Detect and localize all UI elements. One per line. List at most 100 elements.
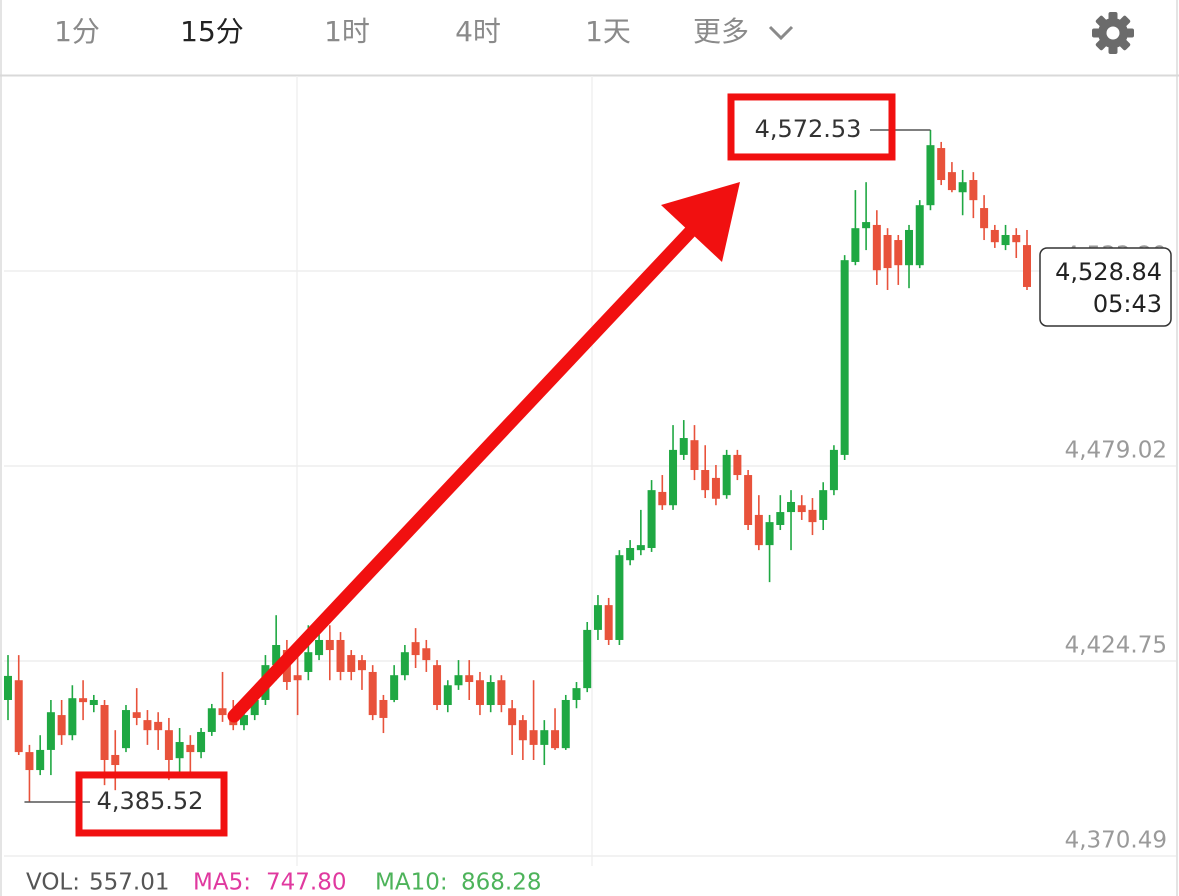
candle-body: [787, 501, 796, 513]
tab-more[interactable]: 更多: [693, 15, 749, 48]
candle-body: [36, 749, 45, 771]
y-tick-label: 4,479.02: [1065, 437, 1167, 463]
candle-body: [164, 730, 173, 760]
candle-body: [46, 712, 55, 750]
candle-body: [89, 699, 98, 706]
candle-body: [454, 675, 463, 686]
candle-body: [872, 224, 881, 271]
candle-body: [239, 715, 248, 726]
candle-body: [368, 671, 377, 716]
candle-body: [390, 675, 399, 700]
candle-body: [508, 708, 517, 726]
tab[interactable]: 4时: [455, 15, 501, 48]
candle-body: [529, 730, 538, 745]
candle-body: [711, 477, 720, 499]
candle-body: [980, 208, 989, 229]
more-chevron[interactable]: [768, 25, 794, 41]
candle-body: [497, 680, 506, 706]
candle-body: [218, 708, 227, 716]
candle-body: [4, 675, 12, 700]
candle-body: [626, 547, 635, 561]
candle-body: [186, 744, 195, 753]
candles: [4, 129, 1031, 802]
candle-body: [272, 645, 281, 666]
candle-body: [744, 475, 753, 525]
candle-body: [132, 712, 141, 718]
candle-body: [422, 648, 431, 661]
candle-body: [465, 675, 474, 683]
candle-body: [990, 229, 999, 243]
candle-body: [658, 491, 667, 506]
candle-body: [604, 605, 613, 640]
candle-body: [475, 680, 484, 706]
candle-body: [765, 522, 774, 546]
indicator-name: VOL:: [26, 870, 80, 896]
indicator-name: MA10:: [375, 870, 448, 896]
candle-body: [293, 675, 302, 681]
candle-body: [57, 715, 66, 736]
candle-body: [143, 720, 152, 731]
candle-body: [347, 655, 356, 672]
tab[interactable]: 1分: [54, 15, 100, 48]
candle-body: [197, 731, 206, 753]
candle-body: [808, 509, 817, 523]
candle-body: [851, 228, 860, 262]
indicator-value: 868.28: [461, 870, 541, 896]
price-tag-box: [1039, 247, 1172, 327]
candle-body: [926, 145, 935, 206]
y-tick-label: 4,424.75: [1065, 632, 1167, 658]
candle-body: [690, 440, 699, 471]
candle-body: [100, 705, 109, 760]
candle-body: [175, 742, 184, 759]
indicator-value: 747.80: [266, 870, 346, 896]
y-tick-label: 4,370.49: [1065, 827, 1167, 853]
candle-body: [111, 754, 120, 766]
candle-body: [905, 229, 914, 266]
candle-body: [561, 699, 570, 749]
candle-body: [68, 698, 77, 736]
candle-body: [754, 514, 763, 546]
candle-body: [518, 720, 527, 741]
price-tag-time: 05:43: [1093, 290, 1162, 318]
candle-body: [250, 699, 259, 716]
candle-body: [325, 639, 334, 651]
candle-body: [894, 240, 903, 266]
candle-body: [1012, 235, 1021, 243]
candle-body: [669, 449, 678, 506]
candle-body: [958, 182, 967, 193]
indicator-value: 557.01: [89, 870, 169, 896]
price-tag-price: 4,528.84: [1055, 258, 1162, 286]
indicator-name: MA5:: [193, 870, 251, 896]
candle-body: [572, 688, 581, 700]
settings-icon[interactable]: [1092, 12, 1134, 54]
candle-body: [722, 454, 731, 496]
candle-body: [883, 235, 892, 269]
candle-body: [486, 682, 495, 706]
tab[interactable]: 1天: [585, 15, 631, 48]
candle-body: [379, 699, 388, 718]
candle-body: [593, 605, 602, 630]
candle-body: [819, 490, 828, 520]
candle-body: [411, 642, 420, 656]
candle-body: [840, 260, 849, 455]
candle-body: [776, 512, 785, 525]
candle-body: [583, 629, 592, 689]
candle-body: [121, 710, 130, 749]
high-box: [727, 93, 896, 161]
candle-body: [969, 180, 978, 201]
candle-body: [636, 545, 645, 551]
tab[interactable]: 1时: [324, 15, 370, 48]
candle-body: [733, 454, 742, 476]
tab-active[interactable]: 15分: [180, 15, 244, 48]
candle-body: [304, 652, 313, 672]
candle-body: [915, 205, 924, 266]
candle-body: [207, 708, 216, 732]
candle-body: [701, 470, 710, 491]
candle-body: [400, 652, 409, 676]
candle-body: [947, 172, 956, 191]
low-label: 4,385.52: [97, 787, 204, 815]
candle-body: [679, 438, 688, 455]
